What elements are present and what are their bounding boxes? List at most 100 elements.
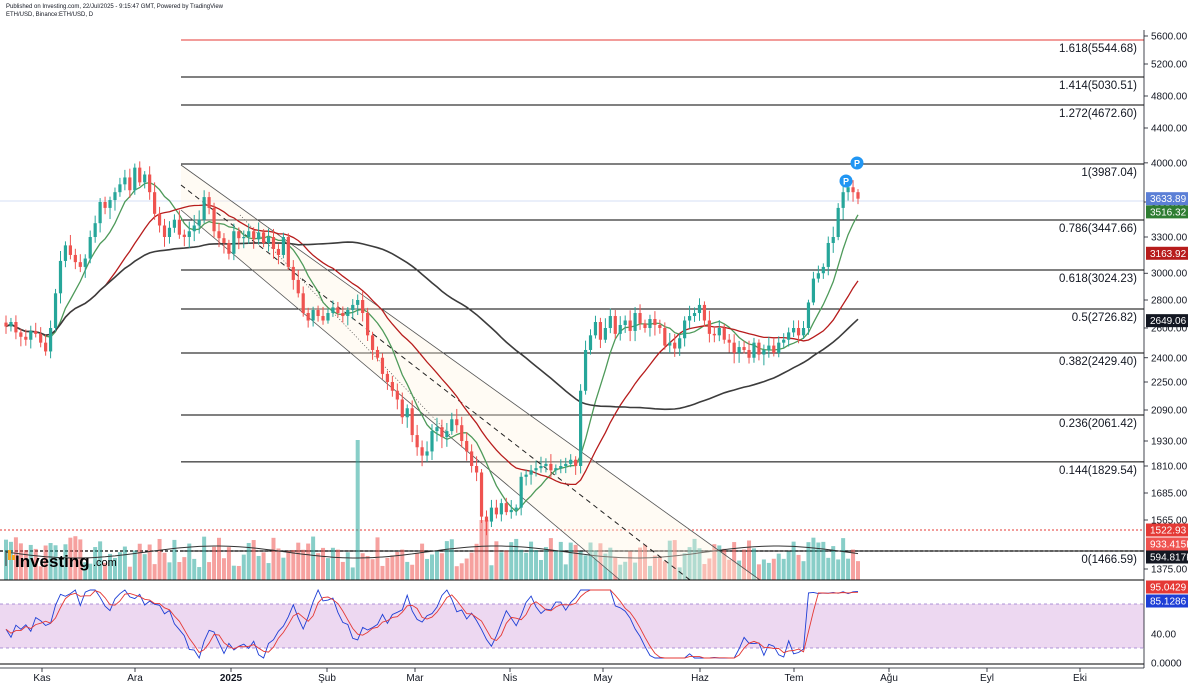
volume-bar	[311, 536, 316, 580]
price-tag-3516-32: 3516.32	[1150, 207, 1187, 218]
volume-bar	[207, 562, 212, 580]
time-label-ub: Şub	[318, 673, 336, 684]
candle-body	[400, 399, 404, 418]
volume-bar	[781, 558, 786, 580]
volume-bar	[831, 546, 836, 580]
volume-bar	[628, 551, 633, 580]
candle-body	[410, 408, 414, 436]
volume-bar	[28, 544, 33, 580]
candle-body	[692, 313, 697, 317]
candle-body	[470, 451, 474, 466]
volume-tag-594-817k: 594.817K	[1150, 553, 1193, 564]
candlesticks	[4, 161, 860, 536]
candle-body	[757, 342, 761, 355]
time-label-tem: Tem	[785, 673, 804, 684]
time-label-may: May	[594, 673, 613, 684]
price-tick-5600-00: 5600.00	[1151, 32, 1188, 43]
volume-bar	[623, 561, 628, 580]
candle-body	[673, 342, 677, 349]
candle-body	[554, 468, 558, 471]
candle-body	[48, 328, 53, 352]
candle-body	[143, 174, 147, 183]
time-label-eki: Eki	[1073, 673, 1087, 684]
candle-body	[618, 325, 622, 334]
candle-body	[321, 316, 325, 321]
volume-tag-1522-93: 1522.93	[1150, 526, 1187, 537]
candle-body	[237, 231, 241, 239]
volume-bar	[439, 553, 444, 580]
candle-body	[474, 466, 479, 473]
volume-bar	[801, 561, 806, 580]
volume-bar	[93, 547, 98, 580]
volume-bar	[261, 552, 266, 580]
candle-body	[103, 202, 107, 208]
candle-body	[306, 313, 310, 321]
volume-bar	[856, 561, 860, 580]
channel-lower-line	[180, 209, 621, 581]
fib-label-0-618-3024-23: 0.618(3024.23)	[1059, 273, 1137, 285]
candle-body	[787, 332, 791, 340]
candle-body	[826, 242, 830, 267]
volume-bar	[296, 542, 301, 580]
volume-bar	[385, 557, 390, 580]
candle-body	[405, 408, 409, 418]
candle-body	[242, 237, 246, 239]
candle-body	[192, 225, 196, 232]
volume-bar	[613, 557, 618, 580]
fib-label-1-3987-04: 1(3987.04)	[1081, 167, 1137, 179]
volume-bar	[18, 543, 23, 580]
time-label-2025: 2025	[220, 673, 243, 684]
volume-bar	[618, 564, 623, 580]
candle-body	[153, 192, 157, 214]
candle-body	[336, 307, 340, 314]
volume-bar	[504, 550, 509, 580]
price-tag-3163-92: 3163.92	[1150, 249, 1187, 260]
volume-bar	[172, 539, 177, 580]
volume-bar	[558, 541, 563, 580]
candle-body	[291, 266, 295, 280]
volume-bar	[593, 550, 598, 580]
volume-bar	[231, 565, 236, 580]
candle-body	[53, 293, 58, 328]
volume-bar	[370, 559, 375, 580]
price-tick-1565-00: 1565.00	[1151, 516, 1188, 527]
volume-bar	[479, 520, 484, 580]
candle-body	[281, 237, 285, 255]
volume-bar	[212, 546, 217, 580]
volume-bar	[821, 541, 826, 580]
price-tick-3000-00: 3000.00	[1151, 269, 1188, 280]
candle-body	[351, 304, 355, 311]
candle-body	[489, 507, 494, 522]
volume-bar	[449, 539, 454, 580]
volume-bar	[375, 537, 380, 580]
volume-bar	[489, 565, 494, 580]
volume-bar	[291, 549, 296, 580]
candle-body	[14, 322, 18, 333]
volume-bar	[301, 549, 306, 580]
volume-bar	[791, 541, 796, 580]
volume-bar	[38, 566, 43, 580]
volume-bar	[608, 547, 613, 580]
volume-bar	[256, 555, 261, 580]
volume-bar	[63, 544, 68, 580]
candle-body	[717, 328, 721, 336]
candle-body	[182, 234, 186, 237]
pivot-marker-low	[839, 174, 853, 188]
volume-bar	[667, 540, 672, 580]
candle-body	[29, 330, 33, 340]
candle-body	[727, 339, 731, 343]
candle-body	[346, 310, 350, 317]
candle-body	[9, 322, 13, 327]
candle-body	[460, 425, 464, 441]
fib-label-0-382-2429-40: 0.382(2429.40)	[1059, 356, 1137, 368]
volume-bar	[771, 558, 776, 580]
candle-body	[494, 507, 498, 515]
candle-body	[702, 304, 707, 321]
candle-body	[801, 328, 806, 336]
candle-body	[851, 187, 855, 193]
volume-bar	[345, 552, 350, 580]
brand-suffix: .com	[93, 557, 117, 569]
candle-body	[440, 427, 444, 438]
price-tag-3633-89: 3633.89	[1150, 194, 1187, 205]
